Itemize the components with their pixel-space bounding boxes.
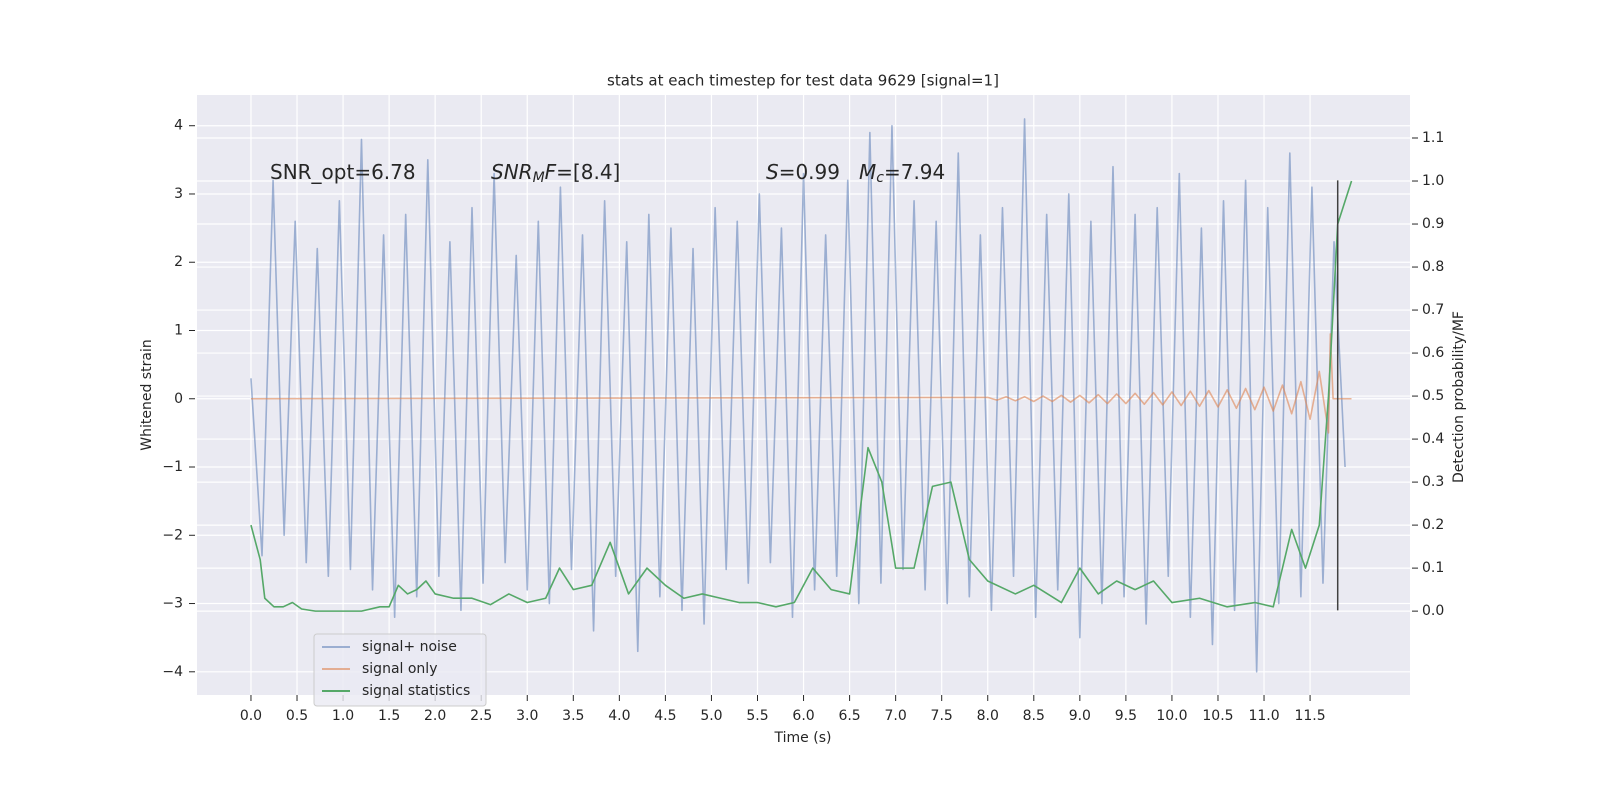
- y2-tick-label: 0.7: [1422, 302, 1444, 318]
- marks: [250, 118, 1353, 673]
- y-tick-label: 3: [174, 186, 183, 202]
- x-tick-label: 5.5: [746, 708, 768, 724]
- annotation-part: M: [859, 160, 876, 184]
- annotation: S=0.99: [766, 160, 840, 184]
- y-tick-label: 1: [174, 322, 183, 338]
- x-tick-label: 8.5: [1023, 708, 1045, 724]
- x-tick-label: 1.0: [332, 708, 354, 724]
- annotation-part: =0.99: [779, 160, 840, 184]
- y-tick-label: 4: [174, 118, 183, 134]
- x-tick-label: 9.5: [1115, 708, 1137, 724]
- y-tick-label: −3: [162, 596, 183, 612]
- y2-tick-label: 1.1: [1422, 130, 1444, 146]
- x-tick-label: 1.5: [378, 708, 400, 724]
- legend-box: [313, 633, 487, 707]
- series-line: [250, 180, 1353, 612]
- annotation-part: c: [876, 170, 884, 186]
- x-tick-label: 11.0: [1248, 708, 1279, 724]
- y-tick-label: −1: [162, 459, 183, 475]
- y-axis-label: Whitened strain: [139, 339, 155, 450]
- y2-tick-label: 0.2: [1422, 517, 1444, 533]
- y2-tick-label: 0.4: [1422, 431, 1444, 447]
- x-tick-label: 6.0: [792, 708, 814, 724]
- x-tick-label: 7.5: [931, 708, 953, 724]
- x-tick-label: 5.0: [700, 708, 722, 724]
- y2-tick-label: 0.1: [1422, 560, 1444, 576]
- annotation: SNRMF=[8.4]: [491, 160, 620, 187]
- y-tick-label: 0: [174, 391, 183, 407]
- y2-tick-label: 0.5: [1422, 388, 1444, 404]
- y2-axis-label: Detection probability/MF: [1451, 311, 1467, 483]
- y2-tick-label: 0.3: [1422, 474, 1444, 490]
- legend: signal+ noise signal only signal statistic…: [313, 633, 487, 707]
- x-tick-label: 11.5: [1294, 708, 1325, 724]
- annotation-part: =[8.4]: [556, 160, 620, 184]
- x-axis-label: Time (s): [774, 730, 832, 746]
- y2-tick-label: 1.0: [1422, 173, 1444, 189]
- legend-label: signal only: [362, 661, 437, 677]
- series-line: [250, 118, 1346, 673]
- x-tick-label: 10.0: [1156, 708, 1187, 724]
- x-tick-label: 0.5: [286, 708, 308, 724]
- y2-tick-label: 0.0: [1422, 603, 1444, 619]
- x-tick-label: 0.0: [240, 708, 262, 724]
- x-tick-label: 4.5: [654, 708, 676, 724]
- x-tick-label: 7.0: [885, 708, 907, 724]
- x-tick-label: 9.0: [1069, 708, 1091, 724]
- x-tick-label: 6.5: [838, 708, 860, 724]
- annotation-part: S: [766, 160, 779, 184]
- chart-title: stats at each timestep for test data 962…: [607, 72, 999, 90]
- legend-label: signal statistics: [362, 683, 470, 699]
- annotation-part: SNR_opt=6.78: [270, 160, 416, 184]
- series-line: [250, 333, 1352, 434]
- legend-label: signal+ noise: [362, 639, 457, 655]
- annotation: SNR_opt=6.78: [270, 160, 416, 184]
- annotation-part: M: [533, 170, 545, 186]
- x-tick-label: 10.5: [1202, 708, 1233, 724]
- y-tick-label: 2: [174, 254, 183, 270]
- annotation-part: =7.94: [884, 160, 945, 184]
- x-tick-label: 4.0: [608, 708, 630, 724]
- x-tick-label: 3.5: [562, 708, 584, 724]
- y2-tick-label: 0.8: [1422, 259, 1444, 275]
- x-tick-label: 2.5: [470, 708, 492, 724]
- y-tick-label: −4: [162, 664, 183, 680]
- x-tick-label: 2.0: [424, 708, 446, 724]
- y2-tick-label: 0.6: [1422, 345, 1444, 361]
- x-tick-label: 8.0: [977, 708, 999, 724]
- y-tick-label: −2: [162, 527, 183, 543]
- annotation: Mc=7.94: [859, 160, 945, 187]
- axes: 0.0 0.5 1.0 1.5 2.0 2.5 3.0 3.5 4.0 4.5 5.0 5.5 6.0 6…: [162, 118, 1444, 724]
- annotation-part: F: [545, 160, 557, 184]
- annotation-part: SNR: [491, 160, 533, 184]
- y2-tick-label: 0.9: [1422, 216, 1444, 232]
- x-tick-label: 3.0: [516, 708, 538, 724]
